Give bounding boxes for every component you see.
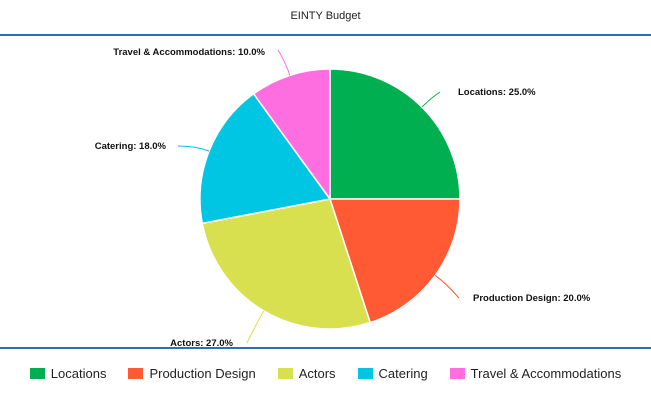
legend-swatch <box>449 368 465 379</box>
slice-label: Actors: 27.0% <box>170 338 233 348</box>
pie-slice-production-design <box>328 198 461 324</box>
legend-items: Locations Production Design Actors Catering… <box>0 366 651 381</box>
legend-swatch <box>29 368 45 379</box>
legend-label: Travel & Accommodations <box>470 366 622 381</box>
legend-item[interactable]: Catering <box>357 366 428 381</box>
legend-label: Production Design <box>149 366 256 381</box>
pie-slices <box>199 68 461 330</box>
legend-item[interactable]: Actors <box>277 366 336 381</box>
slice-label: Catering: 18.0% <box>95 141 167 152</box>
leader-line <box>434 275 460 299</box>
pie-plot: Locations: 25.0% Production Design: 20.0%… <box>95 47 591 348</box>
pie-slice-actors <box>201 198 372 330</box>
leader-line <box>421 91 441 108</box>
legend-label: Catering <box>378 366 428 381</box>
legend-item[interactable]: Production Design <box>128 366 256 381</box>
legend-swatch <box>357 368 373 379</box>
legend-swatch <box>277 368 293 379</box>
slice-labels: Locations: 25.0% Production Design: 20.0%… <box>95 47 591 348</box>
leader-lines <box>177 49 460 344</box>
slice-label: Travel & Accommodations: 10.0% <box>113 47 265 58</box>
pie-slice-locations <box>329 68 461 200</box>
legend-item[interactable]: Locations <box>29 366 107 381</box>
chart-header: EINTY Budget <box>0 0 651 36</box>
leader-line <box>246 310 265 344</box>
chart-title: EINTY Budget <box>290 10 361 22</box>
pie-slice-travel-accommodations <box>252 68 331 202</box>
leader-line <box>277 49 291 76</box>
legend-label: Actors <box>298 366 336 381</box>
slice-label: Production Design: 20.0% <box>473 293 591 304</box>
pie-slice-catering <box>199 92 332 225</box>
slice-label: Locations: 25.0% <box>458 87 536 98</box>
legend-label: Locations <box>50 366 107 381</box>
leader-line <box>177 145 210 152</box>
legend-item[interactable]: Travel & Accommodations <box>449 366 622 381</box>
legend-swatch <box>128 368 144 379</box>
legend: Locations Production Design Actors Catering… <box>0 347 651 402</box>
